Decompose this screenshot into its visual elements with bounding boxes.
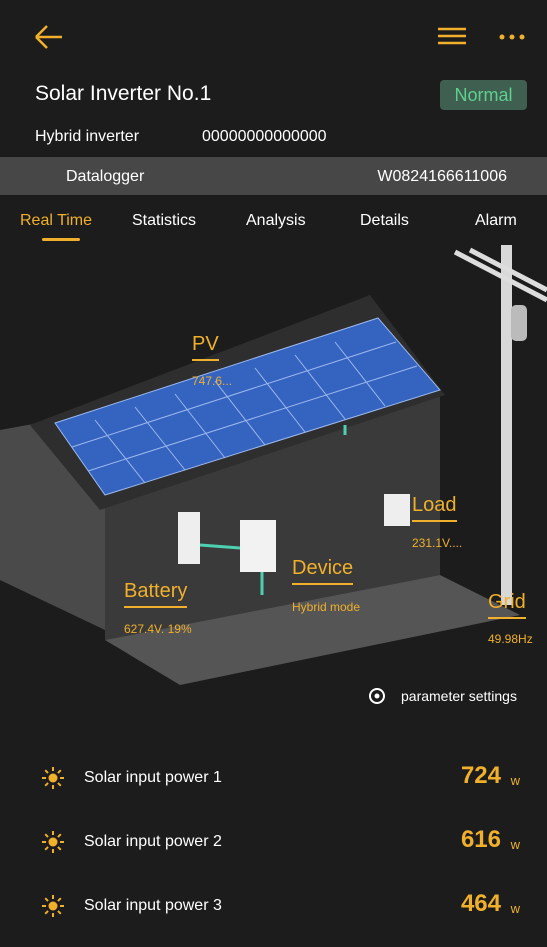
tab[interactable]: Alarm [475,212,517,230]
status-badge: Normal [440,80,527,110]
pv-label: PV [192,333,219,361]
device-serial: 00000000000000 [202,128,327,146]
datalogger-serial: W0824166611006 [377,168,507,186]
load-unit [384,494,410,526]
more-icon[interactable] [500,35,525,40]
device-mode: Hybrid mode [292,600,360,614]
gear-icon-center [375,694,380,699]
row-value: 724 [461,762,501,790]
tab[interactable]: Real Time [20,212,92,230]
inverter-unit [240,520,276,572]
filter-icon[interactable] [438,29,466,43]
row-label: Solar input power 2 [84,833,222,851]
row-unit: w [511,901,520,916]
row-value: 464 [461,890,501,918]
back-arrow[interactable] [36,26,62,48]
datalogger-label: Datalogger [66,168,144,186]
sun-icon [42,895,64,917]
row-value: 616 [461,826,501,854]
pv-value: 747.6... [192,374,232,388]
sun-icon [42,831,64,853]
tab[interactable]: Statistics [132,212,196,230]
row-label: Solar input power 1 [84,769,222,787]
tab[interactable]: Details [360,212,409,230]
load-value: 231.1V.... [412,536,462,550]
battery-value: 627.4V. 19% [124,622,192,636]
battery-label: Battery [124,580,187,608]
tab[interactable]: Analysis [246,212,306,230]
transformer [511,305,527,341]
tab-underline [42,238,80,241]
device-label: Device [292,557,353,585]
sun-icon [42,767,64,789]
battery-unit [178,512,200,564]
device-type: Hybrid inverter [35,128,139,146]
settings-link[interactable]: parameter settings [401,688,517,704]
load-label: Load [412,494,457,522]
row-unit: w [511,773,520,788]
row-label: Solar input power 3 [84,897,222,915]
grid-label: Grid [488,591,526,619]
device-title: Solar Inverter No.1 [35,82,211,106]
grid-pole [501,245,512,605]
app-screen: Solar Inverter No.1 Normal Hybrid invert… [0,0,547,947]
row-unit: w [511,837,520,852]
grid-value: 49.98Hz [488,632,533,646]
